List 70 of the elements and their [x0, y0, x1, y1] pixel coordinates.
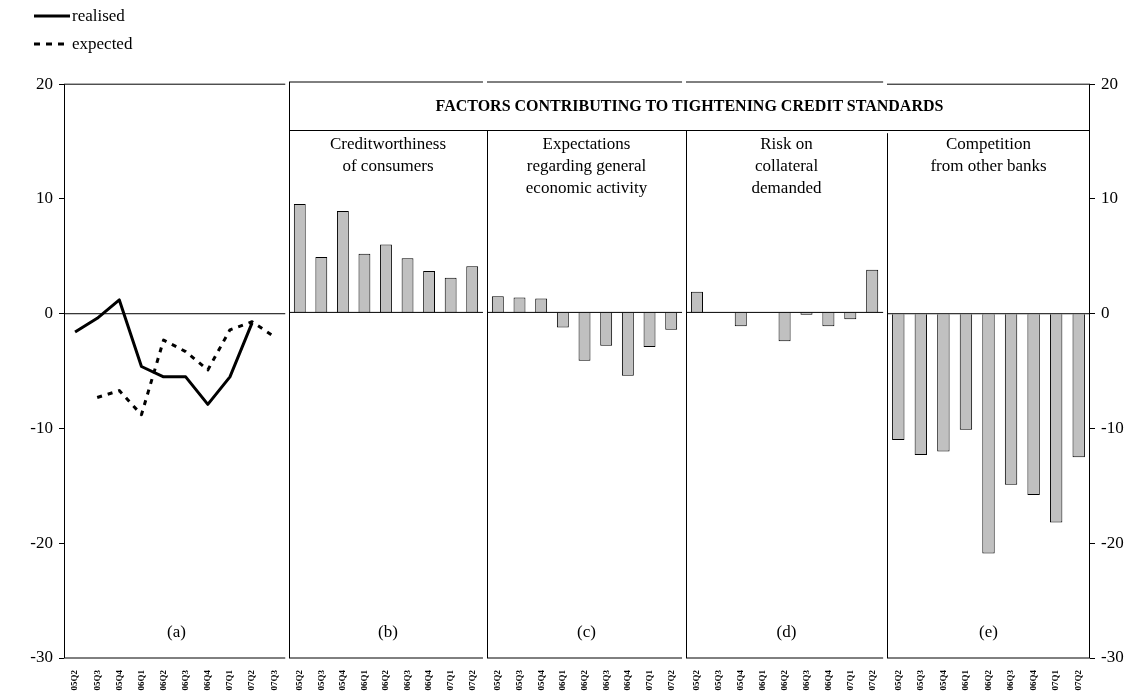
x-tick-label: 06Q2 — [778, 669, 789, 691]
x-tick-label: 07Q2 — [466, 669, 477, 691]
x-tick-label: 06Q4 — [202, 669, 213, 691]
legend-label: realised — [72, 6, 125, 26]
x-tick-label: 05Q3 — [915, 669, 926, 691]
x-tick-label: 06Q2 — [578, 669, 589, 691]
x-tick-label: 07Q1 — [643, 669, 654, 691]
x-tick-label: 05Q3 — [315, 669, 326, 691]
x-tick-label: 05Q4 — [535, 669, 546, 691]
annotation: (e) — [978, 622, 999, 642]
text: Risk on collateral demanded — [750, 133, 823, 199]
y2-tick-label: 10 — [1101, 188, 1118, 208]
annotation: (d) — [775, 622, 798, 642]
x-tick-label: 07Q3 — [268, 669, 279, 691]
x-tick-label: 05Q2 — [294, 669, 305, 691]
x-tick-label: 05Q4 — [113, 669, 124, 691]
x-tick-label: 06Q4 — [622, 669, 633, 691]
y-tick-label: 0 — [44, 303, 53, 323]
x-tick-label: 07Q1 — [224, 669, 235, 691]
x-tick-label: 07Q1 — [1050, 669, 1061, 691]
x-tick-label: 05Q4 — [735, 669, 746, 691]
text: Expectations regarding general economic activity — [524, 133, 649, 199]
y-tick-label: -30 — [30, 647, 53, 667]
y2-tick-label: 0 — [1101, 303, 1110, 323]
x-tick-label: 06Q1 — [757, 669, 767, 691]
x-tick-label: 06Q1 — [960, 669, 971, 691]
y-tick-label: -20 — [30, 532, 53, 552]
y-tick-label: -10 — [30, 417, 53, 437]
x-tick-label: 06Q1 — [358, 669, 369, 691]
x-tick-label: 07Q2 — [665, 669, 676, 691]
x-tick-label: 06Q2 — [157, 669, 168, 691]
text: Creditworthiness of consumers — [328, 133, 448, 177]
x-tick-label: 06Q2 — [982, 669, 993, 691]
x-tick-label: 05Q3 — [713, 669, 724, 691]
annotation: (c) — [576, 622, 597, 642]
y-tick-label: 20 — [36, 73, 53, 93]
y2-tick-label: -30 — [1101, 647, 1124, 667]
x-tick-label: 06Q4 — [822, 669, 833, 691]
x-tick-label: 07Q2 — [866, 669, 877, 691]
y2-tick-label: -20 — [1101, 532, 1124, 552]
y-tick-label: 10 — [36, 188, 53, 208]
x-tick-label: 06Q3 — [600, 669, 611, 691]
x-tick-label: 06Q3 — [1005, 669, 1016, 691]
x-tick-label: 07Q2 — [1073, 669, 1084, 691]
x-tick-label: 05Q2 — [492, 669, 503, 691]
x-tick-label: 05Q2 — [892, 669, 903, 691]
x-tick-label: 06Q2 — [380, 669, 391, 691]
x-tick-label: 05Q4 — [337, 669, 348, 691]
x-tick-label: 05Q2 — [691, 669, 702, 691]
x-tick-label: 05Q3 — [91, 669, 102, 691]
x-tick-label: 06Q3 — [401, 669, 412, 691]
x-tick-label: 06Q3 — [800, 669, 811, 691]
x-tick-label: 05Q3 — [513, 669, 524, 691]
x-tick-label: 05Q4 — [937, 669, 948, 691]
annotation: (a) — [166, 622, 187, 642]
x-tick-label: 06Q4 — [423, 669, 434, 691]
x-tick-label: 06Q1 — [557, 669, 568, 691]
x-tick-label: 07Q1 — [844, 669, 855, 691]
x-tick-label: 06Q4 — [1027, 669, 1038, 691]
y2-tick-label: 20 — [1101, 73, 1118, 93]
x-tick-label: 06Q1 — [135, 669, 146, 691]
text: FACTORS CONTRIBUTING TO TIGHTENING CREDIT STANDARDS — [289, 82, 1090, 131]
y2-tick-label: -10 — [1101, 417, 1124, 437]
x-tick-label: 06Q3 — [180, 669, 191, 691]
text: Competition from other banks — [929, 133, 1048, 177]
x-tick-label: 05Q2 — [69, 669, 80, 691]
annotation: (b) — [377, 622, 399, 642]
x-tick-label: 07Q2 — [246, 669, 257, 691]
x-tick-label: 07Q1 — [444, 669, 455, 691]
legend-label: expected — [72, 34, 133, 54]
